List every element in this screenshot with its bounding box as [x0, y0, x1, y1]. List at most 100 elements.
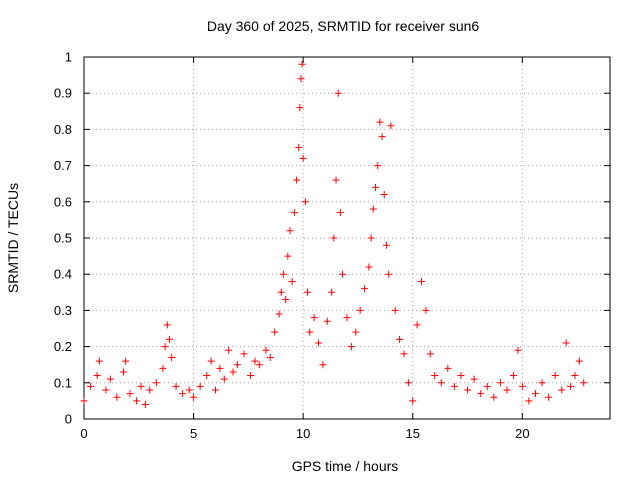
data-point	[296, 104, 304, 112]
data-point	[580, 379, 588, 387]
data-point	[271, 328, 279, 336]
data-point	[172, 382, 180, 390]
data-point	[159, 364, 167, 372]
data-point	[295, 144, 303, 151]
data-point	[161, 343, 169, 351]
y-tick-label: 0.4	[54, 267, 72, 282]
data-point	[247, 372, 255, 380]
data-point	[409, 397, 417, 405]
data-point	[545, 393, 553, 401]
data-point	[299, 154, 307, 162]
y-tick-label: 0	[65, 412, 72, 427]
data-point	[514, 346, 522, 354]
data-point	[431, 372, 439, 380]
data-point	[196, 382, 204, 390]
data-point	[328, 288, 336, 296]
y-axis-label: SRMTID / TECUs	[5, 183, 21, 293]
data-point	[212, 386, 219, 394]
data-point	[233, 361, 241, 369]
data-point	[575, 357, 583, 365]
data-point	[119, 368, 127, 376]
data-point	[330, 234, 338, 242]
y-tick-label: 0.2	[54, 339, 72, 354]
data-point	[298, 60, 306, 68]
data-point	[126, 390, 134, 398]
data-point	[163, 321, 171, 329]
data-point	[391, 306, 399, 314]
data-point	[216, 364, 224, 372]
data-point	[240, 350, 248, 358]
data-point	[538, 379, 546, 387]
data-point	[262, 346, 270, 354]
data-point	[306, 328, 314, 336]
data-point	[297, 75, 305, 83]
data-point	[525, 397, 533, 405]
data-point	[102, 386, 110, 394]
data-point	[255, 361, 263, 369]
data-point	[286, 227, 294, 235]
data-point	[422, 306, 430, 314]
data-point	[470, 375, 478, 383]
y-tick-label: 1	[65, 50, 72, 65]
chart-title: Day 360 of 2025, SRMTID for receiver sun…	[207, 18, 480, 34]
data-point	[93, 372, 101, 380]
data-point	[376, 118, 384, 126]
data-point	[168, 353, 176, 361]
data-point	[290, 209, 298, 217]
y-tick-label: 0.1	[54, 375, 72, 390]
y-tick-label: 0.7	[54, 158, 72, 173]
data-point	[336, 209, 344, 217]
data-point	[229, 368, 237, 376]
data-point	[80, 397, 88, 405]
data-point	[413, 321, 421, 329]
data-point	[220, 375, 228, 383]
data-point	[404, 379, 412, 387]
data-point	[293, 176, 301, 184]
data-point	[106, 375, 114, 383]
data-point	[531, 390, 539, 398]
data-point	[426, 350, 434, 358]
data-point	[510, 372, 518, 380]
y-tick-label: 0.3	[54, 303, 72, 318]
data-point	[277, 288, 285, 296]
x-tick-label: 20	[515, 426, 529, 441]
data-point	[371, 183, 379, 191]
data-point	[288, 277, 296, 285]
data-point	[396, 335, 404, 343]
data-point	[369, 205, 377, 213]
data-point	[133, 397, 141, 405]
data-point	[571, 372, 579, 380]
data-point	[185, 386, 193, 394]
data-point	[225, 346, 233, 354]
data-point	[282, 296, 290, 304]
y-tick-label: 0.5	[54, 231, 72, 246]
data-point	[203, 372, 211, 380]
plot-area	[83, 56, 611, 420]
data-point	[518, 382, 526, 390]
x-tick-label: 15	[406, 426, 420, 441]
data-point	[87, 382, 95, 390]
grid	[84, 57, 610, 419]
data-point	[113, 393, 121, 401]
data-point	[301, 198, 309, 206]
data-point	[275, 310, 283, 318]
data-point	[365, 263, 373, 271]
data-point	[152, 379, 160, 387]
data-point	[146, 386, 154, 394]
x-tick-label: 5	[190, 426, 197, 441]
data-point	[190, 393, 198, 401]
data-point	[319, 361, 327, 369]
axis-ticks: 0 5 10 15 20 0 0.1 0.2 0.3 0.4 0.5 0.6 0.7 0.8 0.9 1	[54, 50, 610, 441]
data-point	[137, 382, 145, 390]
x-tick-label: 0	[80, 426, 87, 441]
data-point	[284, 252, 292, 260]
data-point	[382, 241, 390, 249]
data-point	[347, 343, 355, 351]
y-tick-label: 0.8	[54, 122, 72, 137]
data-point	[385, 270, 393, 278]
data-point	[251, 357, 259, 365]
data-point	[334, 89, 342, 97]
data-point	[490, 393, 498, 401]
data-point	[339, 270, 347, 278]
